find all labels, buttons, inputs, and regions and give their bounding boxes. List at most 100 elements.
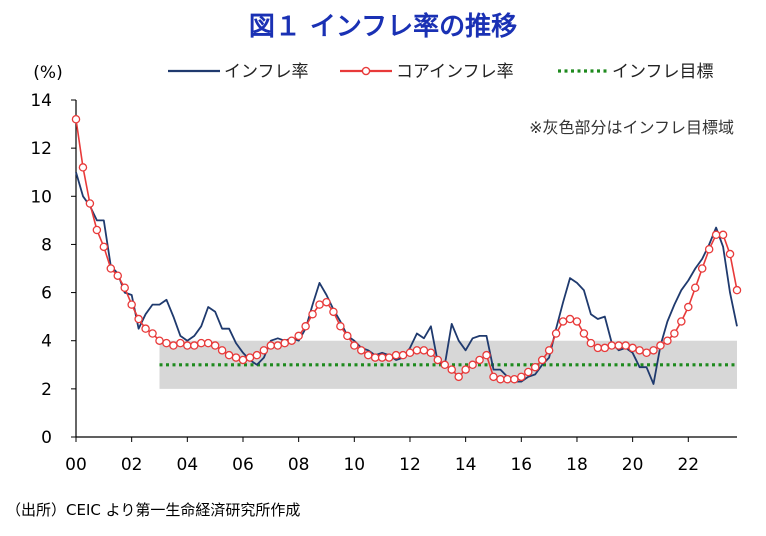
y-tick-label: 4 [41, 332, 52, 352]
core-inflation-point [614, 341, 623, 350]
core-inflation-point [370, 353, 380, 362]
core-inflation-point [419, 346, 429, 355]
core-inflation-point [426, 348, 436, 357]
legend: インフレ率 コアインフレ率 インフレ目標 [168, 62, 714, 82]
core-inflation-point [635, 346, 644, 355]
core-inflation-point [670, 329, 679, 338]
y-tick-label: 12 [30, 139, 52, 159]
core-inflation-point [503, 374, 512, 384]
core-inflation-point [169, 341, 178, 350]
core-inflation-point [377, 353, 387, 362]
core-inflation-point [231, 353, 241, 362]
y-tick-label: 2 [41, 380, 52, 400]
core-inflation-point [141, 324, 150, 333]
x-tick-label: 12 [399, 455, 421, 475]
core-inflation-point [336, 322, 345, 331]
core-inflation-point [71, 115, 81, 124]
core-inflation-point [725, 249, 735, 259]
core-inflation-point [468, 360, 477, 370]
core-inflation-point [217, 346, 227, 355]
y-tick-label: 0 [41, 428, 52, 448]
y-tick-label: 14 [30, 91, 52, 111]
y-tick-label: 8 [41, 235, 52, 255]
core-inflation-point [642, 348, 651, 357]
x-tick-label: 00 [65, 455, 87, 475]
core-inflation-point [252, 350, 262, 360]
core-inflation-point [363, 350, 373, 360]
core-inflation-point [92, 225, 102, 235]
core-inflation-point [183, 341, 192, 350]
core-inflation-point [691, 283, 700, 293]
chart-title: 図１ インフレ率の推移 [249, 11, 517, 42]
core-inflation-point [113, 271, 122, 280]
core-inflation-point [447, 365, 456, 374]
core-inflation-point [78, 163, 88, 172]
core-inflation-point [524, 367, 533, 377]
x-tick-label: 20 [622, 455, 644, 475]
x-tick-label: 18 [566, 455, 588, 475]
core-inflation-point [294, 331, 303, 341]
core-inflation-point [391, 350, 401, 360]
core-inflation-point [203, 338, 213, 348]
core-inflation-point [176, 338, 185, 348]
source-note: （出所）CEIC より第一生命経済研究所作成 [6, 501, 300, 519]
core-inflation-point [621, 341, 630, 350]
core-inflation-point [482, 350, 491, 360]
core-inflation-point [704, 244, 714, 254]
core-inflation-point [148, 329, 157, 338]
core-inflation-point [572, 317, 582, 326]
x-tick-label: 02 [121, 455, 143, 475]
core-inflation-point [558, 317, 568, 326]
core-inflation-point [475, 355, 484, 365]
core-inflation-point [127, 300, 136, 309]
core-inflation-point [357, 346, 366, 355]
core-inflation-point [85, 199, 95, 208]
core-inflation-point [697, 264, 707, 273]
core-inflation-point [259, 346, 269, 355]
core-inflation-point [663, 336, 672, 345]
core-inflation-point [677, 317, 686, 326]
x-tick-label: 16 [510, 455, 532, 475]
core-inflation-point [287, 336, 296, 345]
core-inflation-point [440, 360, 450, 370]
core-inflation-point [99, 242, 109, 252]
core-inflation-point [308, 309, 317, 319]
core-inflation-point [315, 300, 324, 309]
legend-label-inflation: インフレ率 [224, 62, 309, 82]
core-inflation-point [517, 372, 526, 382]
core-inflation-point [593, 343, 603, 353]
legend-marker-core-inflation [361, 66, 371, 76]
x-tick-label: 10 [343, 455, 365, 475]
core-inflation-point [586, 338, 596, 348]
core-inflation-point [489, 372, 498, 382]
core-inflation-point [224, 350, 234, 360]
core-inflation-point [732, 285, 742, 295]
core-inflation-point [398, 350, 408, 360]
core-inflation-point [329, 307, 338, 317]
core-inflation-point [628, 343, 637, 353]
core-inflation-point [565, 314, 575, 324]
target-band-note: ※灰色部分はインフレ目標域 [529, 118, 734, 137]
y-tick-label: 6 [41, 284, 52, 304]
core-inflation-point [454, 372, 463, 382]
core-inflation-series-line [75, 119, 738, 381]
x-tick-label: 14 [455, 455, 477, 475]
x-tick-label: 22 [677, 455, 699, 475]
core-inflation-point [350, 341, 359, 350]
core-inflation-point [405, 348, 415, 357]
core-inflation-point [155, 336, 164, 345]
core-inflation-point [551, 329, 561, 338]
core-inflation-point [711, 230, 721, 240]
core-inflation-point [106, 264, 116, 273]
core-inflation-point [656, 341, 665, 350]
core-inflation-point [238, 355, 248, 365]
core-inflation-point [266, 341, 276, 350]
core-inflation-point [649, 346, 658, 355]
core-inflation-point [496, 374, 505, 384]
core-inflation-point [120, 283, 129, 293]
core-inflation-point [343, 331, 352, 341]
core-inflation-point [412, 346, 422, 355]
core-inflation-point [134, 314, 143, 324]
core-inflation-point [245, 353, 255, 362]
